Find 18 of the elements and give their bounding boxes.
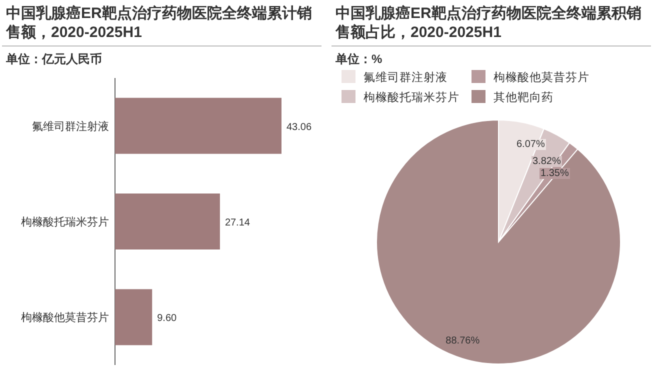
chart-subtitle: 单位：亿元人民币 xyxy=(5,52,102,66)
y-tick-label: 枸橼酸他莫昔芬片 xyxy=(21,311,109,324)
data-label: 3.82% xyxy=(532,156,561,167)
y-tick-label: 枸橼酸托瑞米芬片 xyxy=(21,216,109,228)
chart-subtitle: 单位：% xyxy=(334,52,382,66)
legend-label: 其他靶向药 xyxy=(494,91,554,104)
data-label: 1.35% xyxy=(540,168,569,179)
y-tick-label: 氟维司群注射液 xyxy=(32,120,109,133)
data-label: 27.14 xyxy=(224,218,250,228)
data-label: 43.06 xyxy=(286,122,312,133)
legend-label: 枸橼酸他莫昔芬片 xyxy=(494,71,590,84)
legend-label: 氟维司群注射液 xyxy=(364,70,448,84)
title: 中国乳腺癌ER靶点治疗药物医院全终端累积销售额占比，2020-2025H1 xyxy=(336,5,642,41)
legend-label: 枸橼酸托瑞米芬片 xyxy=(364,91,460,104)
data-label: 88.76% xyxy=(446,335,480,346)
data-label: 9.60 xyxy=(157,313,178,324)
title: 中国乳腺癌ER靶点治疗药物医院全终端累计销售额，2020-2025H1 xyxy=(6,5,312,41)
data-label: 6.07% xyxy=(516,139,545,150)
